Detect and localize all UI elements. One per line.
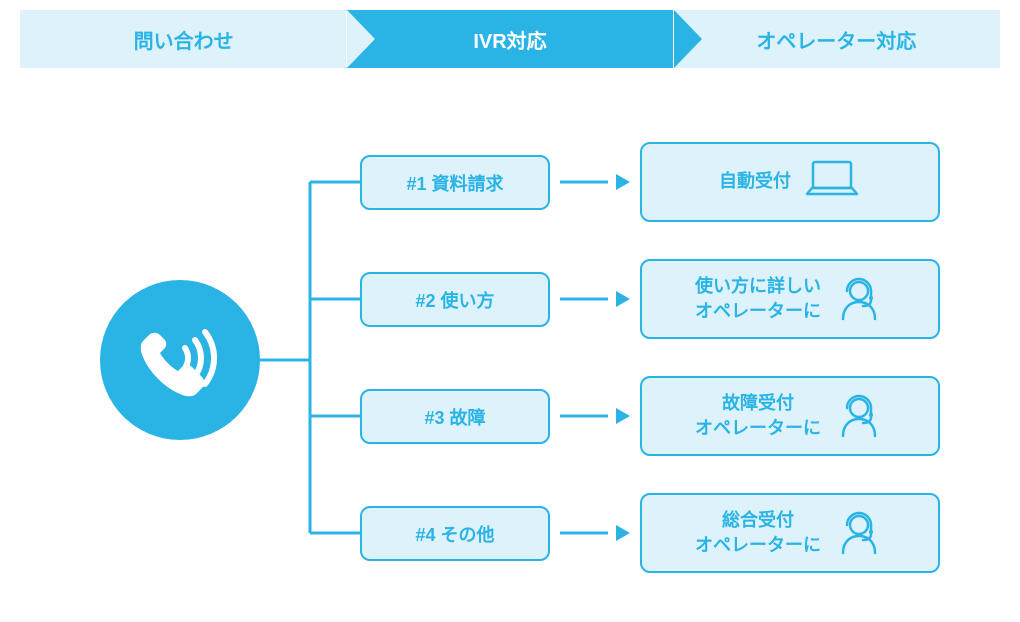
option-label: #3 故障 <box>424 404 485 430</box>
option-label: #2 使い方 <box>415 287 494 313</box>
ivr-result-3: 故障受付オペレーターに <box>640 376 940 456</box>
phone-icon-circle <box>100 280 260 440</box>
operator-icon <box>833 271 885 323</box>
option-label: #1 資料請求 <box>406 170 503 196</box>
ivr-option-1: #1 資料請求 <box>360 155 550 210</box>
option-label: #4 その他 <box>415 521 494 547</box>
process-steps: 問い合わせ IVR対応 オペレーター対応 <box>20 10 1000 68</box>
phone-icon <box>130 310 230 410</box>
ivr-result-1: 自動受付 <box>640 142 940 222</box>
result-label: 使い方に詳しいオペレーターに <box>695 274 821 324</box>
step-operator: オペレーター対応 <box>673 10 1000 68</box>
laptop-icon-wrap <box>803 156 861 209</box>
ivr-option-2: #2 使い方 <box>360 272 550 327</box>
operator-icon <box>833 505 885 557</box>
result-label: 故障受付オペレーターに <box>695 391 821 441</box>
step-label: IVR対応 <box>473 25 546 54</box>
ivr-result-2: 使い方に詳しいオペレーターに <box>640 259 940 339</box>
ivr-result-4: 総合受付オペレーターに <box>640 493 940 573</box>
step-inquiry: 問い合わせ <box>20 10 347 68</box>
operator-icon-wrap <box>833 271 885 328</box>
step-ivr: IVR対応 <box>346 10 673 68</box>
operator-icon-wrap <box>833 388 885 445</box>
ivr-option-4: #4 その他 <box>360 506 550 561</box>
operator-icon-wrap <box>833 505 885 562</box>
laptop-icon <box>803 156 861 204</box>
operator-icon <box>833 388 885 440</box>
result-label: 自動受付 <box>719 169 791 194</box>
ivr-option-3: #3 故障 <box>360 389 550 444</box>
step-label: 問い合わせ <box>134 25 234 54</box>
result-label: 総合受付オペレーターに <box>695 508 821 558</box>
step-label: オペレーター対応 <box>756 25 916 54</box>
